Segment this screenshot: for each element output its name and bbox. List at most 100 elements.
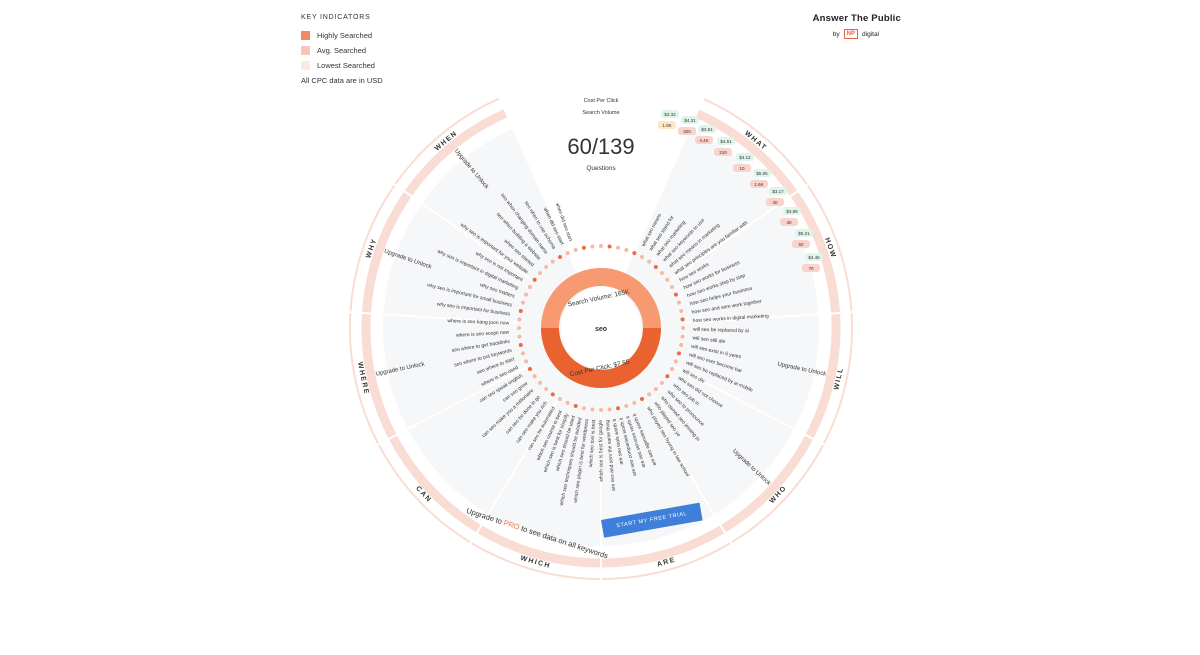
segment-divider	[669, 182, 810, 281]
brand-partner-name: digital	[862, 30, 879, 38]
volume-dot	[517, 317, 522, 322]
cpc-chip-value: $4.51	[720, 139, 732, 144]
volume-chip	[733, 164, 751, 172]
volume-dot	[565, 251, 570, 256]
volume-chip-value: 1.9K	[662, 123, 671, 128]
cpc-ring	[541, 327, 661, 388]
volume-dot	[599, 244, 603, 248]
cpc-chip	[717, 137, 735, 145]
volume-dot	[538, 380, 543, 385]
segment-label-will[interactable]: WILL	[833, 367, 845, 391]
volume-chip-value: 210	[719, 150, 727, 155]
legend-title: KEY INDICATORS	[301, 14, 371, 21]
cpc-note: All CPC data are in USD	[301, 76, 383, 85]
volume-dot	[527, 285, 532, 289]
header-gap	[497, 95, 705, 329]
volume-dot	[676, 300, 681, 305]
cpc-chip-value: $5.21	[798, 231, 810, 236]
question-item[interactable]: where is seo soojin now	[456, 330, 510, 339]
volume-dot	[632, 251, 637, 256]
cpc-chip-value: $4.46	[808, 255, 820, 260]
segment-divider	[643, 399, 733, 545]
legend-swatch	[301, 61, 310, 70]
volume-dot	[680, 334, 685, 339]
volume-dot	[607, 407, 612, 412]
segment-divider	[684, 311, 854, 324]
volume-chip	[802, 264, 820, 272]
volume-dot	[558, 397, 562, 402]
volume-dot	[670, 285, 675, 289]
volume-chip-value: 1.6K	[754, 182, 763, 187]
cpc-chip	[698, 125, 716, 133]
legend-item-high: Highly Searched	[301, 28, 383, 43]
question-item[interactable]: which seo is best for google	[598, 420, 605, 482]
cpc-chip-value: $3.17	[772, 189, 784, 194]
legend-item-low: Lowest Searched	[301, 58, 383, 73]
volume-dot	[573, 403, 578, 408]
volume-chip-value: 40	[772, 200, 778, 205]
volume-dot	[521, 300, 526, 305]
center-hub[interactable]: seo Search Volume: 165K Cost Per Click: …	[541, 268, 661, 388]
segment-label-are[interactable]: ARE	[656, 557, 676, 569]
volume-chip	[695, 136, 713, 144]
volume-dot	[670, 367, 675, 371]
volume-dot	[681, 326, 685, 330]
volume-dot	[647, 392, 652, 397]
volume-dot	[521, 351, 526, 356]
cpc-chip-value: $3.89	[786, 209, 798, 214]
volume-dot	[632, 400, 637, 405]
volume-chip-value: 10	[739, 166, 745, 171]
cpc-chip-value: $3.32	[664, 112, 676, 117]
question-count-label: Questions	[586, 165, 616, 172]
volume-chip-value: 50	[798, 242, 804, 247]
volume-dot	[517, 326, 521, 330]
cpc-chip	[783, 207, 801, 215]
volume-dot	[616, 406, 621, 411]
volume-chip-value: 70	[808, 266, 814, 271]
question-item[interactable]: how seo works in digital marketing	[693, 313, 770, 324]
volume-dot	[538, 271, 543, 276]
volume-dot	[679, 343, 684, 348]
question-item[interactable]: which seo tool is best	[588, 419, 597, 467]
volume-dot	[518, 308, 523, 313]
question-item[interactable]: will seo be replaced by ai	[693, 327, 749, 335]
center-disc	[561, 288, 641, 368]
volume-dot	[558, 254, 562, 259]
legend-swatch	[301, 46, 310, 55]
cpc-header-label: Cost Per Click	[584, 98, 619, 104]
cpc-chip-value: $4.12	[739, 155, 751, 160]
legend-label: Lowest Searched	[317, 61, 375, 70]
cpc-chip	[661, 110, 679, 118]
volume-chip	[766, 198, 784, 206]
cpc-chip-value: $5.05	[756, 171, 768, 176]
volume-dot	[544, 386, 549, 391]
volume-chip	[750, 180, 768, 188]
volume-dot	[573, 248, 578, 253]
volume-dot	[673, 359, 678, 364]
volume-dot	[624, 248, 629, 253]
brand-by: by	[832, 30, 840, 38]
cpc-chip	[805, 253, 823, 261]
volume-dot	[527, 367, 532, 371]
question-item[interactable]: will seo still die	[692, 335, 726, 345]
volume-chip	[714, 148, 732, 156]
volume-dot	[599, 408, 603, 412]
volume-dot	[659, 271, 664, 276]
volume-dot	[607, 244, 612, 249]
volume-dot	[647, 259, 652, 264]
segment-divider	[376, 366, 528, 447]
volume-dot	[550, 259, 555, 264]
brand-logo[interactable]: Answer The Public by NP digital	[807, 13, 901, 39]
volume-dot	[624, 403, 629, 408]
volume-dot	[581, 245, 586, 250]
question-item[interactable]: where is seo kang joon now	[447, 318, 509, 326]
legend-swatch	[301, 31, 310, 40]
volume-dot	[676, 351, 681, 356]
volume-dot	[524, 292, 529, 297]
volume-dot	[590, 244, 595, 249]
volume-dot	[518, 343, 523, 348]
cpc-chip	[769, 187, 787, 195]
segment-divider	[348, 311, 518, 324]
legend-label: Highly Searched	[317, 31, 373, 40]
